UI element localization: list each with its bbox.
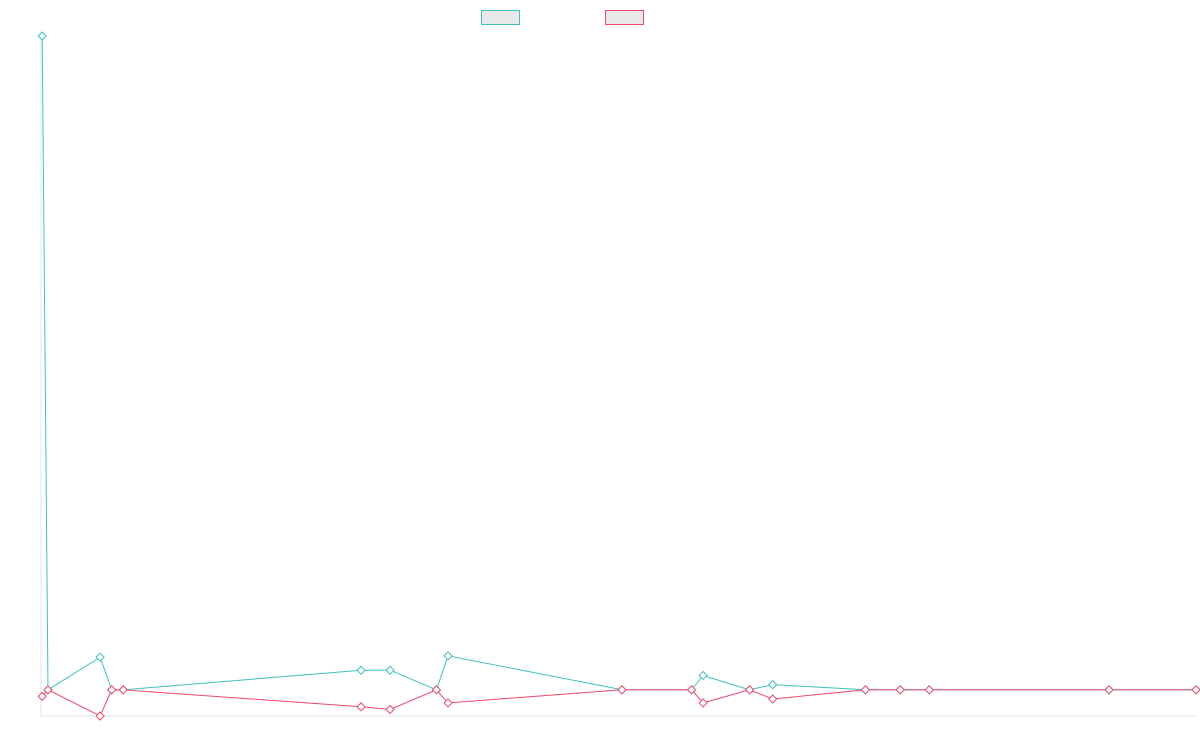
data-point[interactable] (385, 665, 395, 675)
data-point[interactable] (768, 679, 778, 690)
data-point[interactable] (356, 665, 366, 675)
data-point[interactable] (356, 702, 366, 712)
data-point[interactable] (1104, 685, 1114, 695)
data-point[interactable] (686, 685, 697, 695)
data-point[interactable] (107, 685, 117, 695)
data-point[interactable] (95, 652, 105, 662)
series-line-1 (41, 35, 1196, 691)
series-line-2 (41, 689, 1196, 717)
plot-area (37, 31, 1200, 721)
axes (40, 36, 1196, 717)
data-point[interactable] (37, 31, 47, 41)
data-point[interactable] (617, 685, 627, 695)
data-point[interactable] (860, 685, 871, 695)
data-point[interactable] (698, 670, 708, 681)
data-point[interactable] (1191, 685, 1200, 695)
data-point[interactable] (924, 685, 934, 695)
data-point[interactable] (744, 685, 755, 695)
legend-swatch-2[interactable] (605, 10, 644, 25)
data-point[interactable] (118, 685, 129, 695)
legend-swatch-1[interactable] (481, 10, 520, 25)
data-point[interactable] (431, 685, 442, 695)
data-point[interactable] (37, 691, 47, 702)
data-point[interactable] (95, 711, 105, 721)
data-point[interactable] (43, 685, 53, 695)
data-point[interactable] (443, 698, 453, 708)
data-point[interactable] (768, 694, 778, 704)
data-point[interactable] (385, 704, 395, 715)
data-point[interactable] (895, 685, 905, 695)
data-point[interactable] (443, 651, 453, 661)
data-point[interactable] (698, 698, 708, 708)
